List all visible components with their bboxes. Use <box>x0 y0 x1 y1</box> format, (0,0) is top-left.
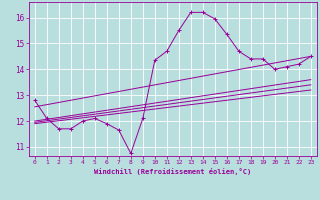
X-axis label: Windchill (Refroidissement éolien,°C): Windchill (Refroidissement éolien,°C) <box>94 168 252 175</box>
